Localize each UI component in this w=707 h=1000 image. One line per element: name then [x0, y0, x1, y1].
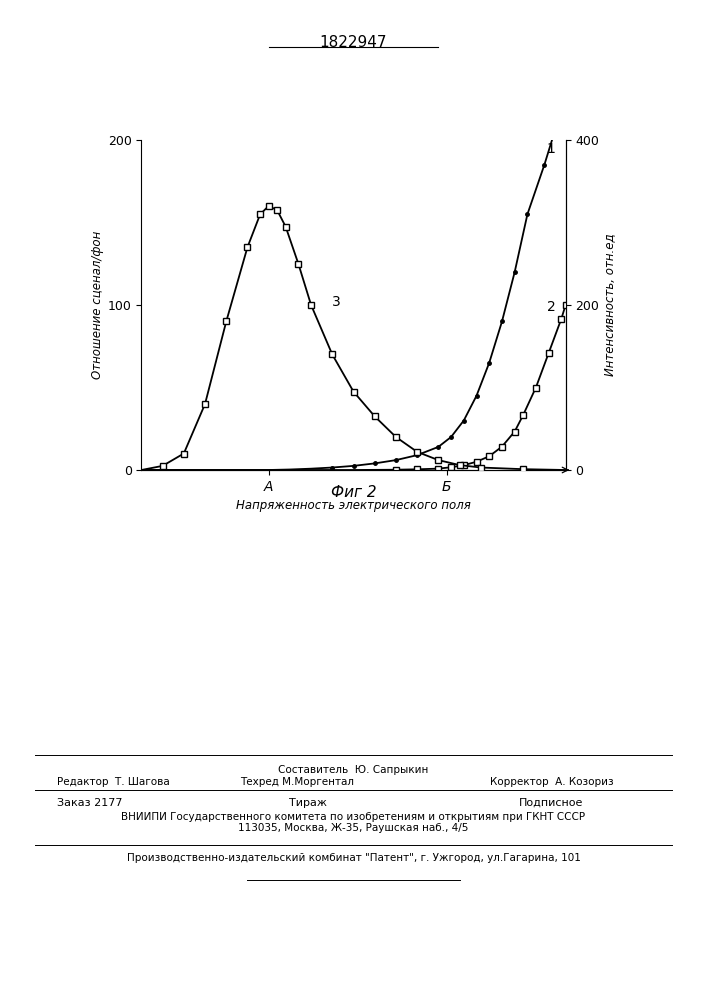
Text: 3: 3	[332, 295, 341, 309]
Text: Тираж: Тираж	[288, 798, 327, 808]
Text: Подписное: Подписное	[519, 798, 584, 808]
Text: Техред М.Моргентал: Техред М.Моргентал	[240, 777, 354, 787]
Text: 1: 1	[547, 142, 556, 156]
Y-axis label: Интенсивность, отн.ед: Интенсивность, отн.ед	[603, 234, 617, 376]
Text: Заказ 2177: Заказ 2177	[57, 798, 122, 808]
Text: 2: 2	[547, 300, 555, 314]
Text: ВНИИПИ Государственного комитета по изобретениям и открытиям при ГКНТ СССР: ВНИИПИ Государственного комитета по изоб…	[122, 812, 585, 822]
Text: Составитель  Ю. Сапрыкин: Составитель Ю. Сапрыкин	[279, 765, 428, 775]
Text: Редактор  Т. Шагова: Редактор Т. Шагова	[57, 777, 169, 787]
Text: Корректор  А. Козориз: Корректор А. Козориз	[490, 777, 613, 787]
X-axis label: Напряженность электрического поля: Напряженность электрического поля	[236, 499, 471, 512]
Text: Производственно-издательский комбинат "Патент", г. Ужгород, ул.Гагарина, 101: Производственно-издательский комбинат "П…	[127, 853, 580, 863]
Text: 1822947: 1822947	[320, 35, 387, 50]
Text: Фиг 2: Фиг 2	[331, 485, 376, 500]
Y-axis label: Отношение сценал/фон: Отношение сценал/фон	[90, 231, 104, 379]
Text: 113035, Москва, Ж-35, Раушская наб., 4/5: 113035, Москва, Ж-35, Раушская наб., 4/5	[238, 823, 469, 833]
